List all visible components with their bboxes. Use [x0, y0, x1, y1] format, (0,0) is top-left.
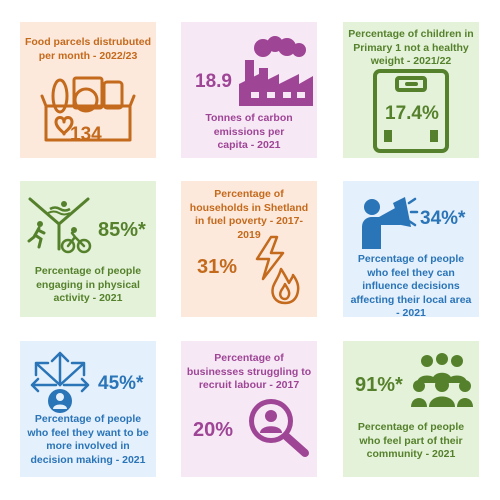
- card-value: 85%*: [98, 219, 146, 241]
- card-value: 31%: [197, 256, 238, 278]
- scale-icon: [373, 69, 449, 153]
- fire-icon: [271, 267, 300, 305]
- card-value: 134: [70, 124, 102, 145]
- factory-icon: [239, 36, 313, 106]
- card-carbon-emissions: 18.9 Tonnes of carbon emissions per capi…: [181, 22, 317, 158]
- card-value: 34%*: [420, 208, 466, 229]
- card-healthy-weight: Percentage of children in Primary 1 not …: [343, 22, 479, 158]
- card-recruit-labour: Percentage of businesses struggling to r…: [181, 341, 317, 477]
- magnifier-person-icon: [249, 399, 309, 457]
- card-fuel-poverty: Percentage of households in Shetland in …: [181, 181, 317, 317]
- card-involved-decisions: 45%* Percentage of people who feel they …: [20, 341, 156, 477]
- card-label: Percentage of businesses struggling to r…: [186, 352, 312, 391]
- card-label: Percentage of children in Primary 1 not …: [348, 28, 474, 67]
- triathlon-icon: [27, 197, 92, 254]
- card-label: Percentage of people who feel part of th…: [357, 421, 465, 460]
- card-value: 17.4%: [385, 103, 439, 124]
- card-value: 20%: [193, 419, 234, 441]
- card-value: 91%*: [355, 374, 403, 396]
- community-icon: [411, 353, 473, 407]
- card-label: Percentage of people who feel they want …: [27, 413, 149, 466]
- card-value: 45%*: [98, 373, 144, 394]
- megaphone-icon: [362, 197, 419, 249]
- card-label: Food parcels distrubuted per month - 202…: [24, 36, 151, 62]
- card-label: Percentage of households in Shetland in …: [189, 188, 309, 241]
- card-physical-activity: 85%* Percentage of people engaging in ph…: [20, 181, 156, 317]
- food-box-icon: [40, 76, 136, 142]
- card-label: Percentage of people engaging in physica…: [34, 265, 142, 304]
- card-label: Percentage of people who feel they can i…: [350, 253, 472, 319]
- card-value: 18.9: [195, 71, 232, 92]
- card-label: Tonnes of carbon emissions per capita - …: [205, 112, 293, 151]
- card-food-parcels: Food parcels distrubuted per month - 202…: [20, 22, 156, 158]
- card-influence-decisions: 34%* Percentage of people who feel they …: [343, 181, 479, 319]
- decision-arrows-icon: [30, 351, 90, 413]
- lightning-icon: [255, 235, 285, 281]
- card-community: 91%* Percentage of people who feel part …: [343, 341, 479, 477]
